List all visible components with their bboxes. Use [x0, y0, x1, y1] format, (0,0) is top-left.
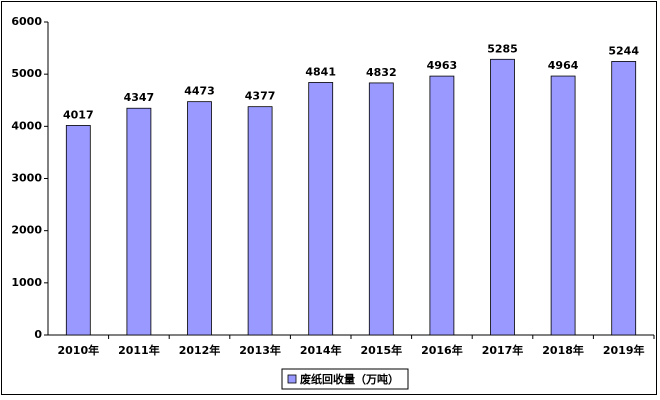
y-tick-label: 3000 — [11, 172, 42, 185]
x-tick-label: 2010年 — [57, 343, 99, 357]
data-label: 4963 — [427, 59, 458, 72]
y-tick-label: 4000 — [11, 119, 42, 132]
legend-label: 废纸回收量（万吨） — [300, 372, 399, 386]
bar — [429, 75, 455, 336]
bar — [550, 75, 576, 336]
data-label: 4841 — [305, 65, 336, 78]
bar — [247, 106, 273, 336]
legend-box — [281, 368, 409, 390]
x-tick-label: 2014年 — [300, 343, 342, 357]
y-tick-label: 1000 — [11, 276, 42, 289]
data-label: 5285 — [487, 42, 518, 55]
bar — [65, 125, 91, 336]
y-tick-label: 0 — [34, 328, 42, 341]
x-tick-label: 2017年 — [482, 343, 524, 357]
x-tick-label: 2016年 — [421, 343, 463, 357]
y-tick-label: 6000 — [11, 15, 42, 28]
data-label: 4017 — [63, 108, 94, 121]
x-tick-label: 2019年 — [603, 343, 645, 357]
data-label: 4377 — [245, 90, 276, 103]
bar — [490, 58, 515, 336]
data-label: 5244 — [608, 44, 639, 57]
x-tick-label: 2012年 — [179, 343, 221, 357]
bar — [308, 82, 334, 336]
x-tick-label: 2015年 — [360, 343, 402, 357]
legend-swatch — [287, 374, 297, 384]
bar — [187, 101, 212, 336]
x-tick-label: 2011年 — [118, 343, 160, 357]
data-label: 4964 — [548, 59, 579, 72]
bar — [611, 61, 637, 336]
bar — [368, 82, 394, 336]
data-label: 4347 — [124, 91, 155, 104]
bar — [126, 107, 152, 336]
y-tick-label: 5000 — [11, 67, 42, 80]
x-tick-label: 2013年 — [239, 343, 281, 357]
y-tick-label: 2000 — [11, 224, 42, 237]
data-label: 4473 — [184, 85, 215, 98]
x-tick-label: 2018年 — [542, 343, 584, 357]
data-label: 4832 — [366, 66, 397, 79]
